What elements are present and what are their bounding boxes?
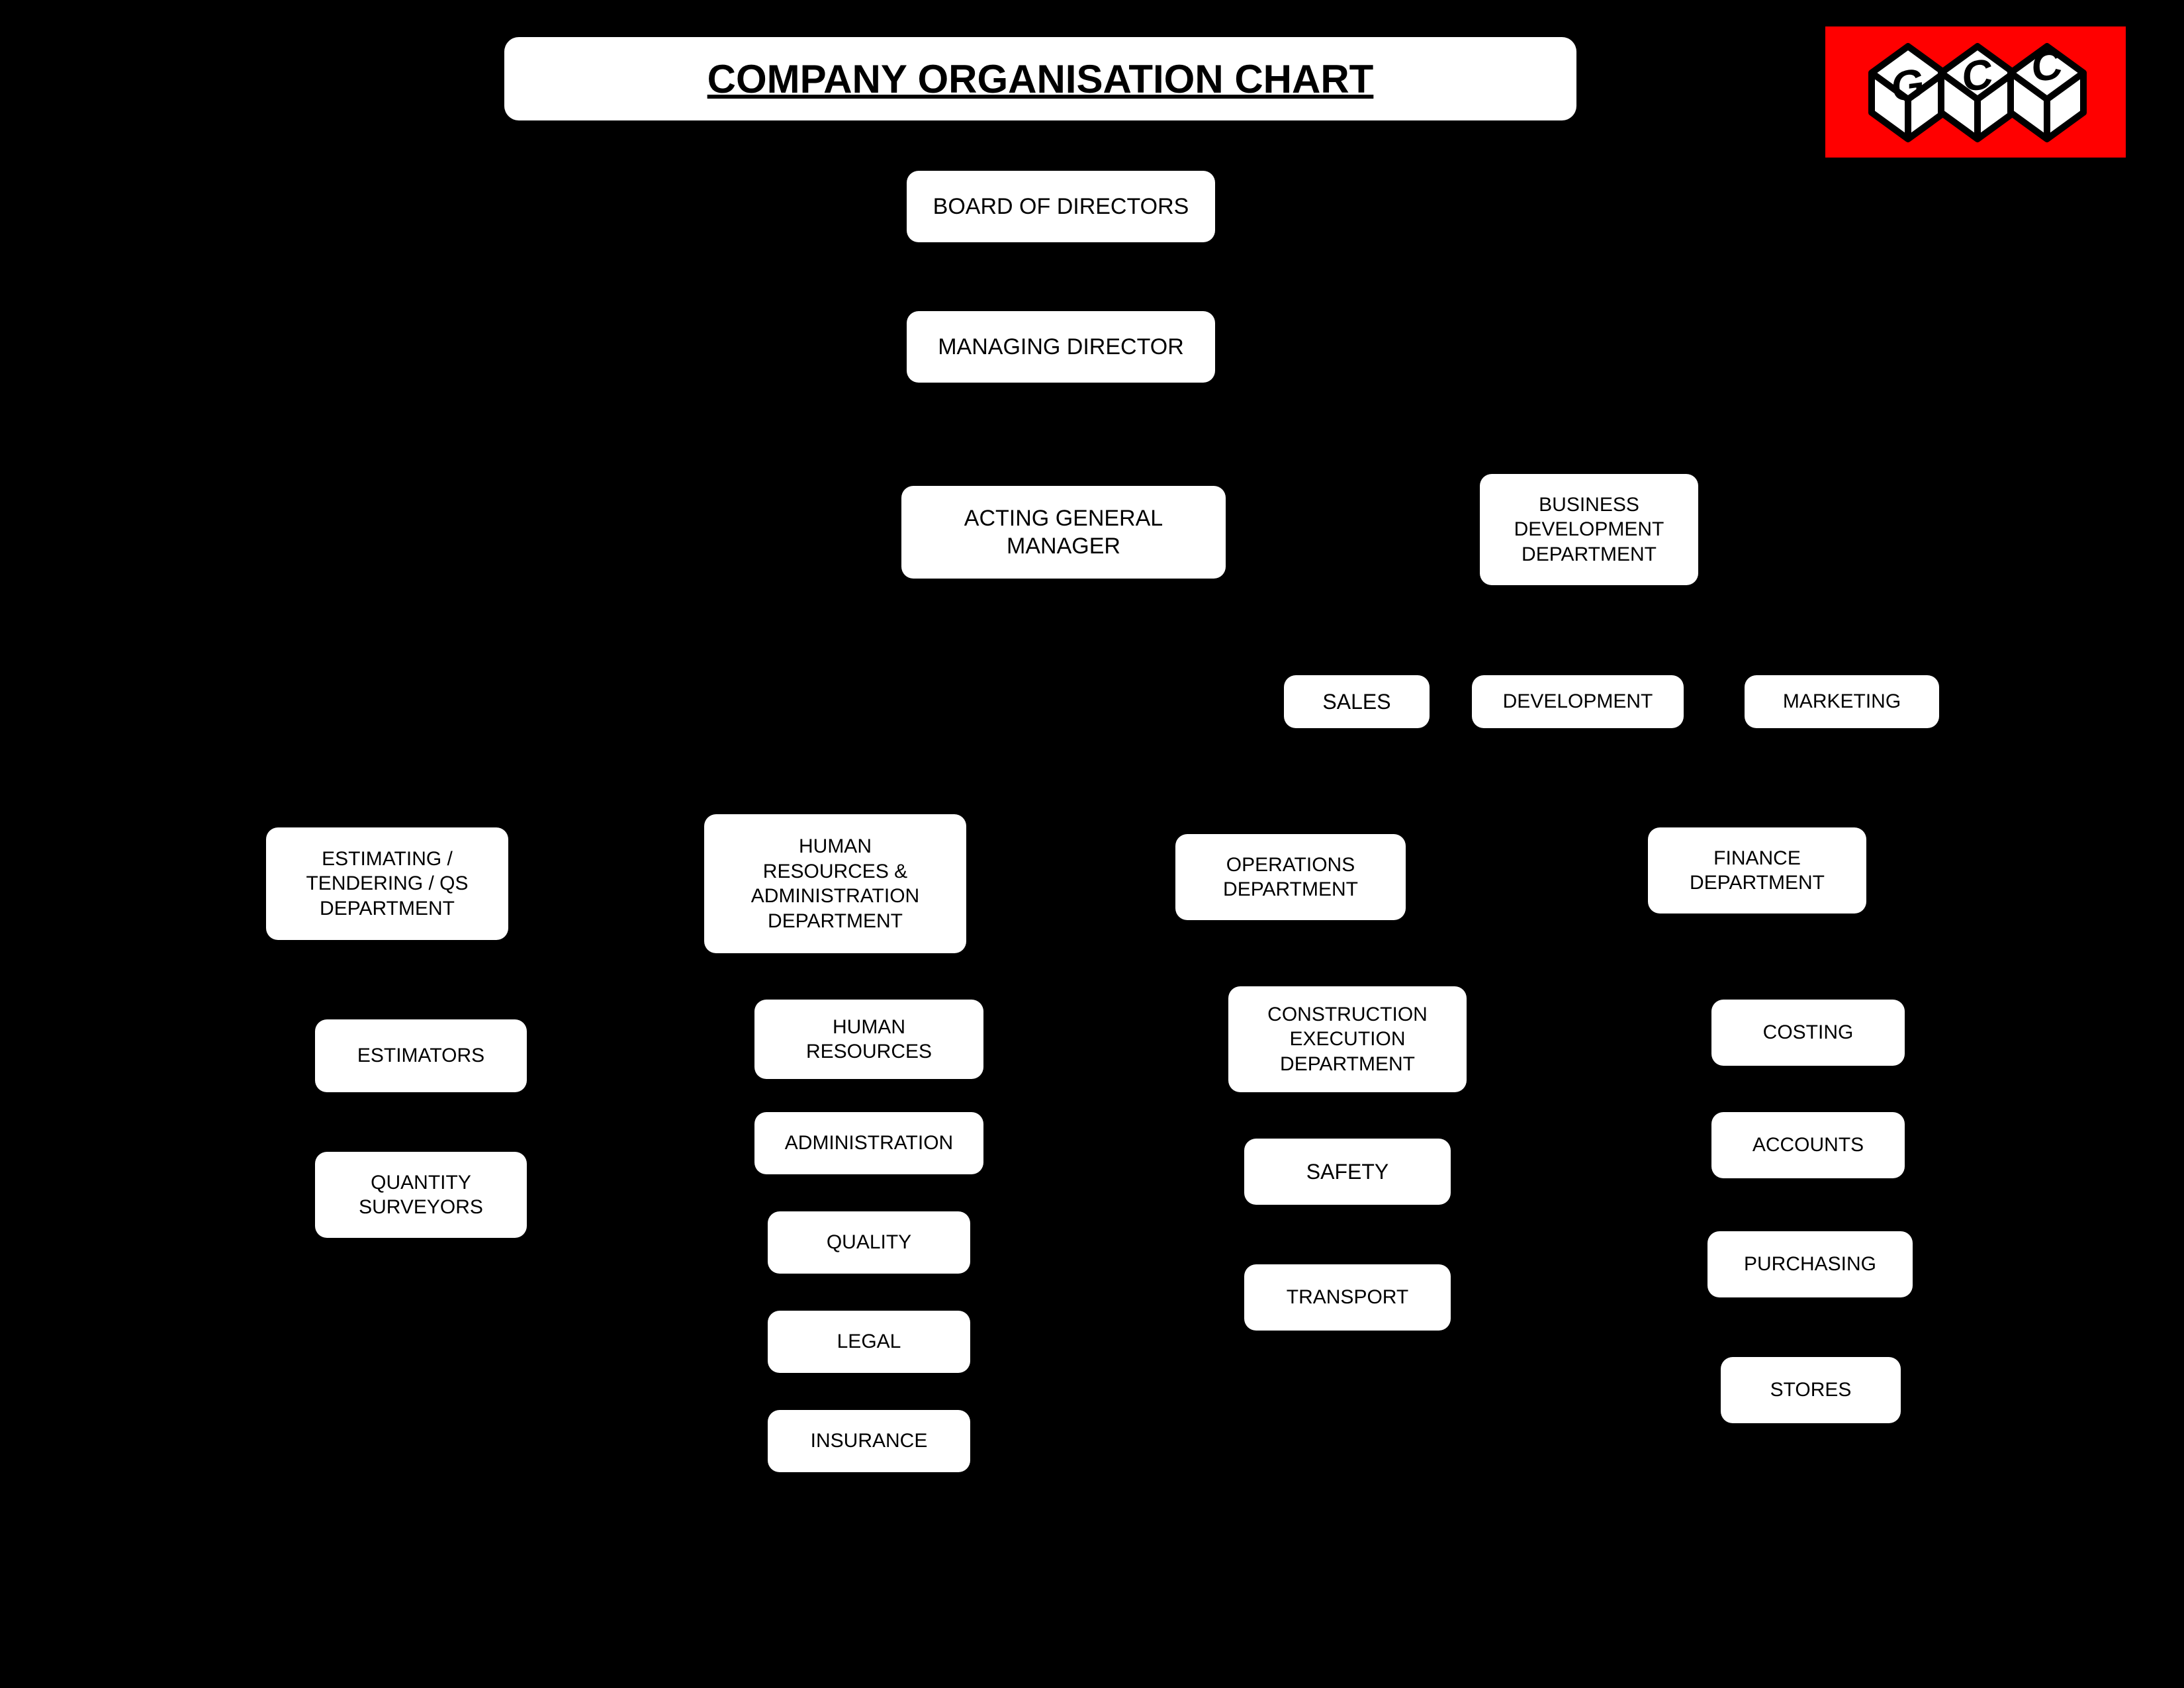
org-node-ced: CONSTRUCTION EXECUTION DEPARTMENT <box>1228 986 1467 1092</box>
company-logo: G C C <box>1825 26 2126 158</box>
svg-text:C: C <box>2032 40 2062 91</box>
org-node-qual: QUALITY <box>768 1211 970 1274</box>
org-node-board: BOARD OF DIRECTORS <box>907 171 1215 242</box>
org-node-stores: STORES <box>1721 1357 1901 1423</box>
org-node-admin: ADMINISTRATION <box>754 1112 983 1174</box>
svg-text:C: C <box>1962 50 1993 101</box>
org-node-est: ESTIMATING / TENDERING / QS DEPARTMENT <box>266 827 508 940</box>
page-title-text: COMPANY ORGANISATION CHART <box>707 56 1374 102</box>
org-node-mkt: MARKETING <box>1745 675 1939 728</box>
org-node-bdd: BUSINESS DEVELOPMENT DEPARTMENT <box>1480 474 1698 585</box>
org-node-ins: INSURANCE <box>768 1410 970 1472</box>
org-node-md: MANAGING DIRECTOR <box>907 311 1215 383</box>
org-node-cost: COSTING <box>1711 1000 1905 1066</box>
svg-text:G: G <box>1891 59 1925 111</box>
org-node-legal: LEGAL <box>768 1311 970 1373</box>
org-node-purch: PURCHASING <box>1707 1231 1913 1297</box>
org-node-fin: FINANCE DEPARTMENT <box>1648 827 1866 914</box>
org-node-trans: TRANSPORT <box>1244 1264 1451 1331</box>
org-node-ops: OPERATIONS DEPARTMENT <box>1175 834 1406 920</box>
org-node-hr: HUMAN RESOURCES <box>754 1000 983 1079</box>
page-title: COMPANY ORGANISATION CHART <box>504 37 1576 120</box>
org-node-sales: SALES <box>1284 675 1430 728</box>
org-node-safety: SAFETY <box>1244 1139 1451 1205</box>
org-node-acct: ACCOUNTS <box>1711 1112 1905 1178</box>
org-node-dev: DEVELOPMENT <box>1472 675 1684 728</box>
org-node-qs: QUANTITY SURVEYORS <box>315 1152 527 1238</box>
org-node-agm: ACTING GENERAL MANAGER <box>901 486 1226 579</box>
org-node-hra: HUMAN RESOURCES & ADMINISTRATION DEPARTM… <box>704 814 966 953</box>
gcc-logo-icon: G C C <box>1825 26 2126 158</box>
org-node-estim: ESTIMATORS <box>315 1019 527 1092</box>
